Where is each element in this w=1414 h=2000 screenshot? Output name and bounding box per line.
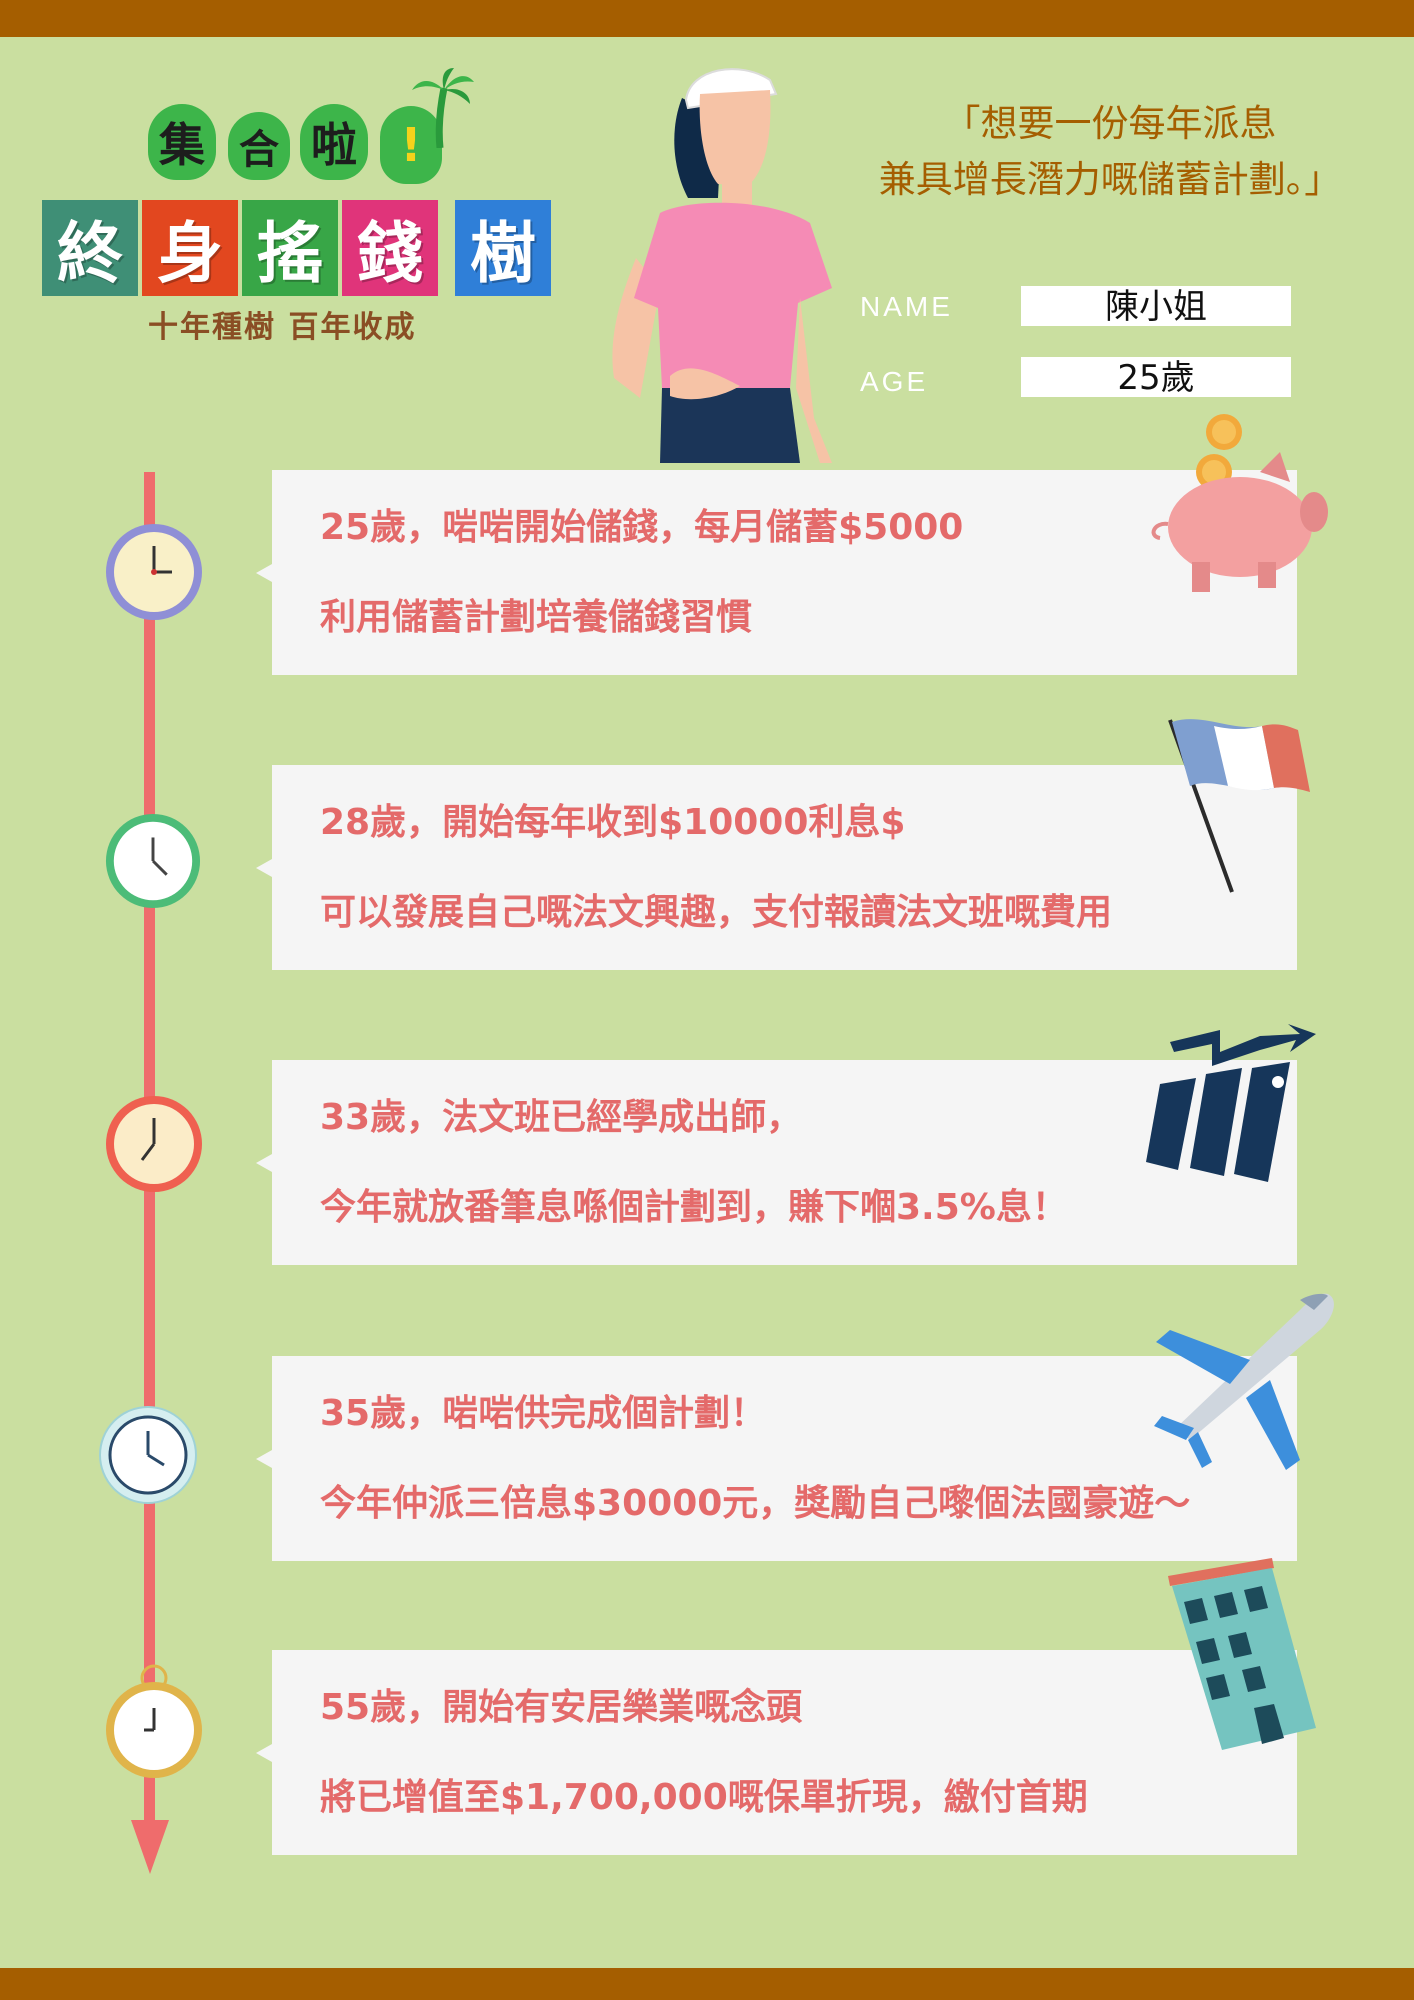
card-line: 33歲，法文班已經學成出師，	[320, 1097, 803, 1138]
name-label: NAME	[860, 291, 953, 322]
clock-icon	[99, 1406, 197, 1504]
logo-char: 樹	[455, 200, 551, 296]
top-border	[0, 0, 1414, 37]
pocket-watch-icon	[106, 1664, 202, 1778]
clock-icon	[106, 1096, 202, 1192]
card-line: 55歲，開始有安居樂業嘅念頭	[320, 1687, 803, 1728]
bottom-border	[0, 1968, 1414, 2000]
building-icon	[1168, 1558, 1316, 1750]
quote-line: 兼具增長潛力嘅儲蓄計劃。」	[878, 158, 1342, 201]
card-line: 今年仲派三倍息$30000元，獎勵自己嚟個法國豪遊～	[320, 1483, 1191, 1524]
quote-line: 「想要一份每年派息	[943, 102, 1277, 145]
card-line: 將已增值至$1,700,000嘅保單折現，繳付首期	[320, 1777, 1088, 1818]
card-line: 今年就放番筆息喺個計劃到，賺下嗰3.5%息！	[320, 1187, 1068, 1228]
logo-char: !	[380, 106, 442, 184]
timeline-card: 28歲，開始每年收到$10000利息$ 可以發展自己嘅法文興趣，支付報讀法文班嘅…	[256, 765, 1297, 970]
timeline-arrow	[131, 1820, 169, 1874]
age-label: AGE	[860, 366, 929, 397]
logo-char: 錢	[342, 200, 438, 296]
age-field: 25歲	[1021, 357, 1291, 398]
logo-char: 搖	[242, 200, 338, 296]
card-line: 35歲，啱啱供完成個計劃！	[320, 1393, 767, 1434]
french-flag-icon	[1168, 719, 1310, 893]
card-line: 28歲，開始每年收到$10000利息$	[320, 802, 906, 843]
clock-icon	[106, 524, 202, 620]
logo-slogan: 十年種樹 百年收成	[148, 310, 417, 345]
palm-tree-icon	[412, 68, 474, 148]
logo-char: 終	[42, 200, 138, 296]
growth-chart-icon	[1146, 1024, 1316, 1182]
woman-illustration	[612, 68, 832, 463]
card-line: 可以發展自己嘅法文興趣，支付報讀法文班嘅費用	[320, 892, 1113, 933]
airplane-icon	[1154, 1293, 1334, 1470]
card-line: 25歲，啱啱開始儲錢，每月儲蓄$5000	[320, 507, 964, 548]
clock-icon	[105, 813, 201, 909]
timeline-card: 25歲，啱啱開始儲錢，每月儲蓄$5000 利用儲蓄計劃培養儲錢習慣	[256, 470, 1297, 675]
timeline-card: 33歲，法文班已經學成出師， 今年就放番筆息喺個計劃到，賺下嗰3.5%息！	[256, 1060, 1297, 1265]
logo-char: 身	[142, 200, 238, 296]
logo-char: 啦	[300, 104, 368, 180]
logo-char: 合	[228, 112, 290, 180]
name-field: 陳小姐	[1021, 286, 1291, 327]
logo-char: 集	[148, 104, 216, 180]
piggy-bank-icon	[1151, 414, 1328, 592]
card-line: 利用儲蓄計劃培養儲錢習慣	[320, 597, 753, 638]
timeline-card: 55歲，開始有安居樂業嘅念頭 將已增值至$1,700,000嘅保單折現，繳付首期	[256, 1650, 1297, 1855]
timeline-card: 35歲，啱啱供完成個計劃！ 今年仲派三倍息$30000元，獎勵自己嚟個法國豪遊～	[256, 1356, 1297, 1561]
